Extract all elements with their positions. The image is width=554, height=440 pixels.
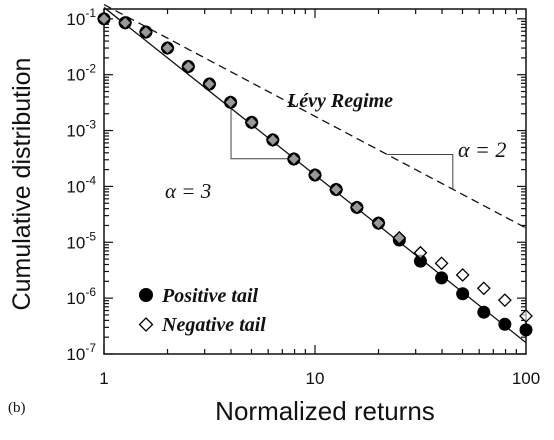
point-negative-tail	[308, 168, 322, 182]
point-negative-tail	[329, 182, 344, 197]
point-positive-tail	[498, 317, 512, 331]
slope-guides	[230, 108, 454, 190]
y-tick-label: 10-6	[66, 285, 96, 308]
point-negative-tail	[476, 281, 491, 296]
point-negative-tail	[138, 25, 153, 39]
y-tick-label: 10-3	[66, 118, 96, 141]
y-tick-label: 10-7	[66, 341, 96, 364]
point-negative-tail	[244, 115, 259, 130]
annotation-alpha-2: α = 2	[458, 137, 506, 162]
slope-guide-alpha-2	[387, 154, 454, 190]
point-negative-tail	[97, 11, 111, 26]
legend-label-negative: Negative tail	[161, 314, 266, 336]
point-negative-tail	[349, 200, 364, 215]
point-positive-tail	[519, 323, 533, 337]
point-positive-tail	[456, 287, 470, 301]
point-negative-tail	[160, 41, 175, 55]
x-tick-label: 100	[512, 369, 540, 388]
point-negative-tail	[202, 77, 217, 91]
line-levy-reference	[103, 4, 527, 229]
annotation-alpha-3: α = 3	[165, 179, 211, 203]
point-negative-tail	[413, 245, 428, 260]
y-axis-title: Cumulative distribution	[8, 58, 36, 311]
legend: Positive tail Negative tail	[138, 285, 266, 336]
slope-guide-alpha-3	[230, 108, 295, 160]
point-negative-tail	[265, 132, 280, 147]
point-negative-tail	[497, 293, 512, 308]
point-positive-tail	[413, 254, 427, 268]
point-negative-tail	[286, 152, 301, 166]
y-tick-label: 10-5	[66, 229, 96, 252]
annotation-levy-regime: Lévy Regime	[286, 90, 393, 112]
x-tick-label: 10	[306, 369, 325, 388]
point-negative-tail	[371, 216, 386, 231]
legend-label-positive: Positive tail	[161, 285, 259, 307]
point-negative-tail	[118, 15, 133, 30]
point-negative-tail	[455, 268, 470, 282]
x-axis-title: Normalized returns	[215, 396, 435, 426]
y-tick-label: 10-2	[66, 62, 96, 85]
point-positive-tail	[435, 271, 449, 285]
legend-marker-positive	[139, 288, 153, 302]
point-positive-tail	[477, 305, 491, 319]
x-tick-label: 1	[99, 369, 108, 388]
axis-ticks	[103, 9, 526, 355]
y-tick-label: 10-1	[66, 6, 96, 29]
y-tick-label: 10-4	[66, 173, 96, 196]
point-negative-tail	[223, 95, 238, 110]
data-points	[97, 11, 533, 337]
legend-marker-negative	[138, 317, 154, 332]
point-negative-tail	[181, 59, 196, 74]
point-negative-tail	[392, 230, 407, 245]
panel-label: (b)	[8, 400, 26, 416]
point-negative-tail	[434, 256, 449, 271]
point-negative-tail	[519, 309, 533, 323]
axis-tick-labels: 1 10 100 10-1 10-2 10-3 10-4 10-5 10-6 10-7	[66, 6, 540, 388]
